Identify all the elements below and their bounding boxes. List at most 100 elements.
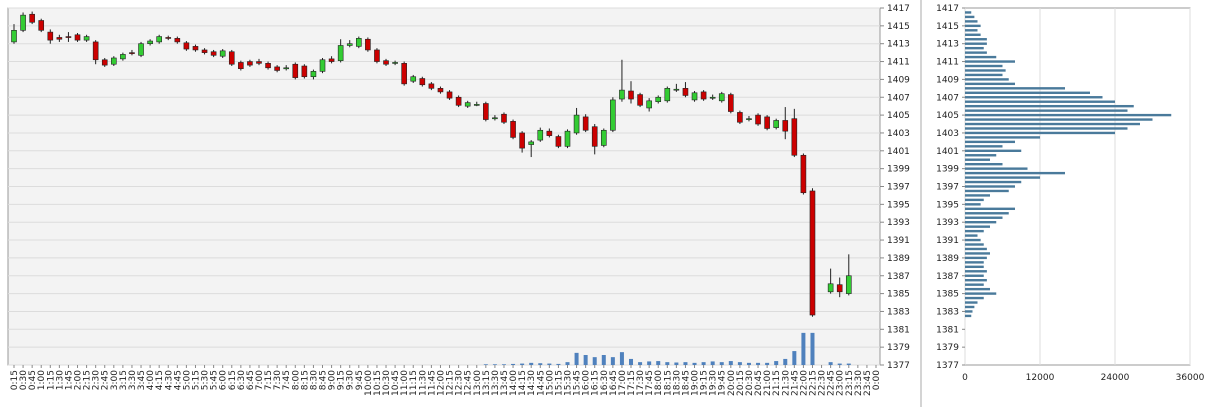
candle-body xyxy=(591,126,598,147)
y-tick-label: 1409 xyxy=(887,75,910,85)
candle-body xyxy=(319,59,326,72)
x-tick-label: 18:15 xyxy=(663,370,673,396)
profile-bar xyxy=(965,87,1065,90)
candle-body xyxy=(337,45,344,61)
profile-bar xyxy=(965,55,997,59)
y-tick-label: 1385 xyxy=(887,290,910,300)
candle-body xyxy=(628,90,634,100)
y-tick-label: 1379 xyxy=(887,343,910,353)
profile-x-tick-label: 0 xyxy=(962,373,968,383)
profile-bar xyxy=(965,29,978,32)
profile-y-tick-label: 1391 xyxy=(936,236,959,246)
candle-body xyxy=(219,50,226,57)
x-tick-label: 17:45 xyxy=(645,370,655,396)
x-tick-label: 1:00 xyxy=(37,370,47,390)
volume-bar xyxy=(692,362,697,365)
profile-bar xyxy=(965,171,1065,175)
candle-body xyxy=(292,63,299,78)
y-tick-label: 1415 xyxy=(887,22,910,32)
x-tick-label: 0:00 xyxy=(872,370,882,390)
x-tick-label: 15:15 xyxy=(554,370,564,396)
profile-bar xyxy=(965,279,987,282)
candle-body xyxy=(265,63,271,69)
candle-body xyxy=(564,130,571,147)
profile-bar xyxy=(965,274,984,277)
x-tick-label: 5:30 xyxy=(201,370,211,390)
candle-body xyxy=(74,34,81,41)
candle-body xyxy=(836,284,843,293)
y-tick-label: 1387 xyxy=(887,272,910,282)
profile-bar xyxy=(965,104,1134,108)
profile-bar xyxy=(965,11,972,14)
profile-y-tick-label: 1407 xyxy=(936,93,959,103)
volume-bar xyxy=(538,363,543,365)
candle-body xyxy=(845,275,852,294)
x-tick-label: 23:00 xyxy=(836,370,846,396)
profile-bar xyxy=(965,69,1006,72)
candle-body xyxy=(301,65,308,78)
candle-body xyxy=(546,130,553,136)
candle-body xyxy=(238,62,244,69)
candle-body xyxy=(664,88,671,102)
profile-bar xyxy=(965,189,1009,193)
candle-body xyxy=(437,88,444,93)
candle-body xyxy=(809,190,816,316)
candle-body xyxy=(328,58,335,62)
profile-y-tick-label: 1377 xyxy=(936,361,959,371)
x-tick-label: 6:00 xyxy=(219,370,229,390)
volume-bar xyxy=(765,362,770,365)
x-tick-label: 16:00 xyxy=(582,370,592,396)
volume-bar xyxy=(583,355,588,365)
candle-body xyxy=(655,96,662,103)
x-tick-label: 16:15 xyxy=(591,370,601,396)
profile-bar xyxy=(965,140,1015,144)
profile-bar xyxy=(965,24,981,28)
candle-body xyxy=(101,59,108,66)
volume-bar xyxy=(801,332,806,365)
candle-body xyxy=(56,37,63,40)
candle-body xyxy=(464,102,471,107)
x-tick-label: 17:00 xyxy=(618,370,628,396)
volume-bar xyxy=(647,361,652,365)
volume-bar xyxy=(665,362,670,365)
x-tick-label: 22:00 xyxy=(799,370,809,396)
x-tick-label: 7:00 xyxy=(255,370,265,390)
x-tick-label: 0:15 xyxy=(10,370,20,390)
profile-bar xyxy=(965,154,997,157)
profile-bar xyxy=(965,234,978,237)
candle-body xyxy=(20,14,26,31)
profile-x-tick-label: 12000 xyxy=(1026,373,1055,383)
candle-body xyxy=(827,283,834,293)
profile-bar xyxy=(965,252,990,255)
x-tick-label: 14:15 xyxy=(518,370,528,396)
candle-body xyxy=(791,118,798,156)
y-tick-label: 1397 xyxy=(887,183,910,193)
x-tick-label: 4:45 xyxy=(173,370,183,390)
candle-body xyxy=(47,31,54,41)
x-tick-label: 12:15 xyxy=(446,370,456,396)
x-tick-label: 12:00 xyxy=(436,370,446,396)
profile-bar xyxy=(965,314,972,318)
candle-body xyxy=(800,154,807,194)
profile-bar xyxy=(965,301,978,304)
volume-bar xyxy=(846,363,851,365)
candle-body xyxy=(192,46,199,51)
candle-body xyxy=(737,112,743,123)
y-tick-label: 1403 xyxy=(887,129,910,139)
volume-bar xyxy=(492,364,497,365)
candle-body xyxy=(410,76,417,82)
profile-bar xyxy=(965,73,1003,77)
candle-body xyxy=(709,96,716,99)
candle-body xyxy=(183,42,190,50)
x-tick-label: 14:30 xyxy=(527,370,537,396)
x-tick-label: 21:30 xyxy=(781,370,791,396)
volume-bar xyxy=(728,361,733,365)
x-tick-label: 8:30 xyxy=(309,370,319,390)
candle-body xyxy=(446,91,453,99)
volume-bar xyxy=(574,352,579,365)
x-tick-label: 12:45 xyxy=(464,370,474,396)
x-tick-label: 9:30 xyxy=(346,370,356,390)
volume-bar xyxy=(638,362,643,365)
x-tick-label: 20:15 xyxy=(736,370,746,396)
